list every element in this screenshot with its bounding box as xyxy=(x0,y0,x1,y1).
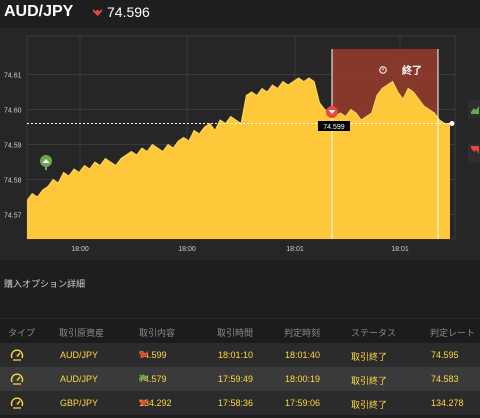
col-header-judge-time: 判定時刻 xyxy=(284,328,321,338)
entry-price-label: 74.599 xyxy=(323,124,345,131)
cell-rate: 74.583 xyxy=(431,374,459,384)
cell-judge-time: 17:59:06 xyxy=(285,398,321,408)
cell-judge-time: 18:00:19 xyxy=(285,374,321,384)
cell-time: 17:59:49 xyxy=(218,374,254,384)
cell-asset: AUD/JPY xyxy=(60,374,99,384)
col-header-status: ステータス xyxy=(351,328,397,338)
table-row[interactable]: GBP/JPY 134.292 17:58:36 17:59:06 取引終了 134.27… xyxy=(0,391,480,415)
cell-status: 取引終了 xyxy=(351,352,388,362)
col-header-content: 取引内容 xyxy=(139,328,176,338)
y-tick-label: 74.57 xyxy=(4,213,22,220)
up-arrow-icon xyxy=(471,106,479,114)
x-tick-label: 18:01 xyxy=(391,246,409,253)
currency-pair-title: AUD/JPY xyxy=(4,3,74,20)
down-arrow-icon xyxy=(93,9,102,16)
y-tick-label: 74.61 xyxy=(4,73,22,80)
cell-status: 取引終了 xyxy=(351,376,388,386)
cell-time: 18:01:10 xyxy=(218,350,254,360)
down-arrow-icon xyxy=(328,110,336,114)
gauge-icon xyxy=(10,397,24,409)
cell-entry: 134.292 xyxy=(139,398,172,408)
header-bar: AUD/JPY 74.596 xyxy=(0,0,480,28)
gauge-icon xyxy=(10,373,24,385)
cell-time: 17:58:36 xyxy=(218,398,254,408)
cell-content: 74.599 xyxy=(139,350,167,360)
gauge-icon xyxy=(10,349,24,361)
section-title: 購入オプション詳細 xyxy=(4,279,86,289)
cell-asset: GBP/JPY xyxy=(60,398,99,408)
current-rate-dot xyxy=(449,121,455,126)
y-tick-label: 74.59 xyxy=(4,143,22,150)
down-arrow-icon xyxy=(139,399,148,406)
table-row[interactable]: AUD/JPY 74.579 17:59:49 18:00:19 取引終了 74.583 xyxy=(0,367,480,391)
col-header-type: タイプ xyxy=(8,328,36,338)
end-label: 終了 xyxy=(402,64,422,77)
up-arrow-icon xyxy=(42,159,50,163)
x-tick-label: 18:00 xyxy=(178,246,196,253)
price-chart-panel[interactable]: 74.61 74.60 74.59 74.58 74.57 終了 74.599 18:00 18… xyxy=(0,28,480,260)
col-header-time: 取引時間 xyxy=(217,328,254,338)
cell-rate: 134.278 xyxy=(431,398,464,408)
y-tick-label: 74.60 xyxy=(4,108,22,115)
cell-asset: AUD/JPY xyxy=(60,350,99,360)
col-header-asset: 取引原資産 xyxy=(59,328,105,338)
reload-icon[interactable] xyxy=(379,66,387,74)
cell-rate: 74.595 xyxy=(431,350,459,360)
cell-status: 取引終了 xyxy=(351,400,388,410)
up-arrow-icon xyxy=(139,374,148,381)
cell-entry: 74.599 xyxy=(139,350,167,360)
entry-price-tag xyxy=(318,121,350,131)
cell-content: 134.292 xyxy=(139,398,172,408)
x-tick-label: 18:00 xyxy=(71,246,89,253)
table-row[interactable]: AUD/JPY 74.599 18:01:10 18:01:40 取引終了 74.595 xyxy=(0,343,480,367)
price-area xyxy=(27,78,450,239)
cell-content: 74.579 xyxy=(139,374,167,384)
current-price: 74.596 xyxy=(107,4,150,20)
price-chart[interactable]: 74.61 74.60 74.59 74.58 74.57 終了 74.599 18:00 18… xyxy=(0,28,480,260)
cell-judge-time: 18:01:40 xyxy=(285,350,321,360)
cell-entry: 74.579 xyxy=(139,374,167,384)
down-arrow-icon xyxy=(471,146,479,154)
y-tick-label: 74.58 xyxy=(4,178,22,185)
col-header-rate: 判定レート xyxy=(430,328,476,338)
price-line xyxy=(26,77,450,201)
down-arrow-icon xyxy=(139,351,148,358)
table-header: タイプ 取引原資産 取引内容 取引時間 判定時刻 ステータス 判定レート xyxy=(0,318,480,343)
option-details-table: タイプ 取引原資産 取引内容 取引時間 判定時刻 ステータス 判定レート AUD… xyxy=(0,318,480,415)
x-tick-label: 18:01 xyxy=(286,246,304,253)
